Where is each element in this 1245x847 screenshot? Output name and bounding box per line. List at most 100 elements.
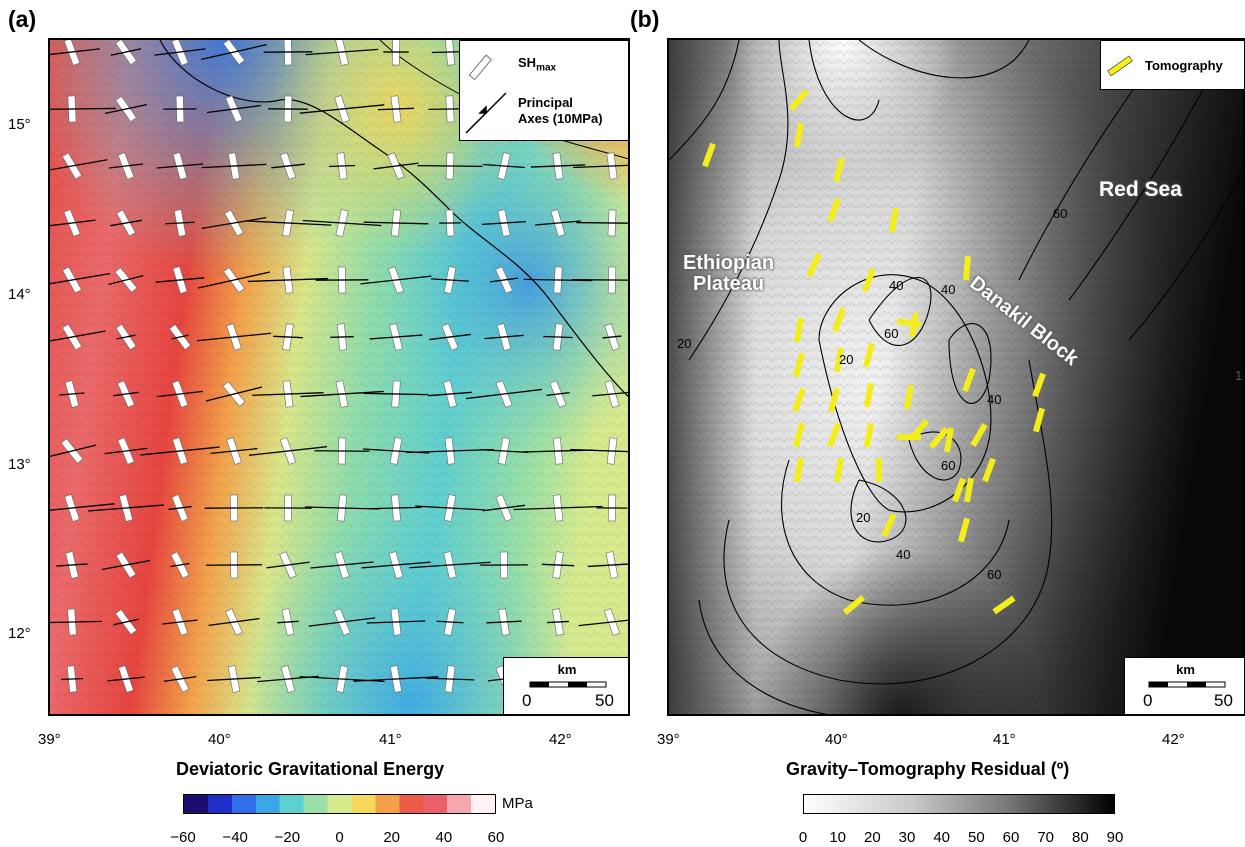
principal-axis-arrow [429,333,471,341]
principal-axis-arrow [116,334,136,340]
tomography-legend-label: Tomography [1145,58,1223,73]
tomography-bar [862,267,876,293]
principal-axis-arrow [171,334,189,340]
principal-axis-arrow [108,163,144,169]
energy-colorbar-tick: −20 [274,829,301,846]
principal-axis-arrow [104,103,148,115]
a-lat-tick: 13° [8,456,31,473]
principal-axis-arrow [305,48,379,56]
principal-axis-arrow [425,677,475,681]
principal-axis-arrow [50,159,108,171]
tomography-bar [832,307,846,333]
principal-axis-arrow [546,391,570,397]
panel-b-title: Gravity–Tomography Residual (º) [786,759,1070,779]
principal-axis-arrow [108,275,144,285]
scale-unit-a: km [557,662,577,677]
principal-axis-arrow [207,676,261,682]
principal-axis-arrow [369,334,423,340]
b-lon-tick: 42° [1162,731,1185,748]
principal-axis-arrow [205,386,263,402]
tomography-bar [962,367,976,393]
principal-axis-arrow [513,505,603,511]
principal-axis-arrow [162,619,198,625]
scale-graphic-b [1148,681,1226,688]
a-lat-tick: 12° [8,625,31,642]
energy-colorbar-tick: 20 [383,829,400,846]
principal-axis-arrow [50,48,100,56]
residual-colorbar-tick: 30 [898,829,916,846]
principal-axis-arrow [592,391,628,397]
principal-axis-arrow [50,620,102,624]
tomography-bar [957,517,971,543]
principal-axis-arrow [196,332,272,342]
tomography-bar [992,595,1016,615]
tomography-bar [806,252,822,278]
principal-axis-arrow [207,104,261,114]
b-lon-tick: 40° [825,731,848,748]
tomography-legend-icon [1107,55,1133,77]
tomography-bar [897,434,921,440]
principal-axis-arrow [415,505,485,511]
contour-label: 40 [987,392,1002,407]
tomography-bar [1032,372,1046,398]
residual-colorbar-tick: 70 [1037,829,1054,846]
principal-axis-arrow [483,163,525,169]
residual-colorbar-tick: 50 [967,829,985,846]
principal-axis-arrow [110,48,142,56]
tomography-bar [833,347,845,373]
principal-axis-arrow [170,562,190,568]
tomography-bar [928,426,950,450]
principal-axis-arrow [168,505,192,511]
principal-axis-arrow [330,336,354,338]
contour-label: 40 [889,278,904,293]
principal-axis-arrow [50,503,115,511]
principal-axis-arrow [479,449,529,453]
a-lat-tick: 14° [8,286,31,303]
scale-bar-b: km 0 50 [1124,657,1245,715]
principal-axis-arrow [107,676,145,682]
principal-axis-arrow [56,563,88,567]
principal-axis-arrow [530,164,586,168]
energy-colorbar-tick: 0 [335,829,344,846]
tomography-bar [963,477,975,503]
principal-axis-arrow [50,330,106,342]
panel-b-label: (b) [630,6,660,32]
residual-colorbar [803,794,1115,814]
principal-axis-arrow [486,620,522,624]
principal-axis-arrow [366,620,426,624]
principal-axis-arrow [50,444,97,457]
shmax-legend-icon [468,54,493,81]
principal-axis-arrow [481,220,527,226]
principal-axis-arrow [50,272,111,285]
tomography-bar [832,157,846,183]
principal-axis-arrow [570,448,628,453]
principal-axis-arrow [156,163,204,169]
principal-axis-arrow [363,221,429,225]
principal-axis-arrow [572,164,628,169]
principal-axis-arrow [489,277,519,283]
contour-label: 60 [884,326,899,341]
tomography-bar [792,387,806,413]
principal-axis-arrow [155,277,205,283]
tomography-bar [982,457,996,483]
tomography-bar [888,207,900,233]
contour-label: 20 [856,510,871,525]
b-lon-tick: 41° [993,731,1016,748]
residual-colorbar-tick: 0 [798,829,808,846]
energy-colorbar-tick: 40 [435,829,453,846]
principal-axis-arrow [140,446,220,456]
deviatoric-energy-map [48,38,630,716]
principal-axis-arrow [277,620,299,624]
tomography-bar [827,197,841,223]
contour-label: 20 [839,352,854,367]
scale-graphic-a [529,681,607,688]
principal-axis-arrow [201,216,267,230]
tomography-bar [863,382,875,408]
principal-axis-arrow [409,561,491,569]
tomography-bar [876,458,882,482]
principal-axis-arrow [373,162,419,170]
principal-axis-arrow [244,220,332,226]
principal-axis-arrow [436,620,464,624]
axes-legend-label-2: Axes (10MPa) [518,111,603,126]
scale-max-b: 50 [1214,691,1233,710]
